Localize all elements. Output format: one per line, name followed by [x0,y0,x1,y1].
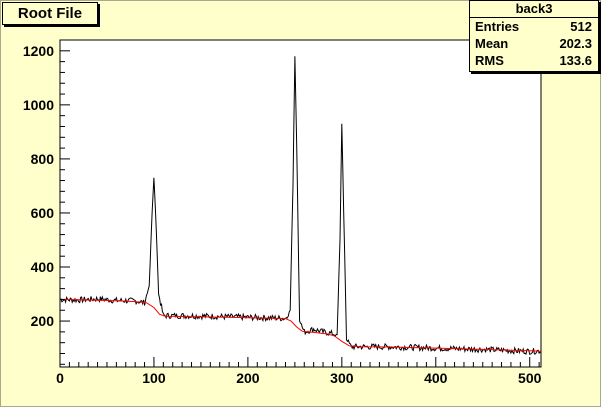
y-tick-label: 1000 [23,97,54,113]
stats-row-entries: Entries 512 [470,18,598,35]
stats-value: 512 [570,19,592,34]
stats-label: Entries [475,19,520,34]
x-tick-label: 500 [518,370,542,386]
x-tick-label: 300 [330,370,354,386]
y-axis: 200 400 600 800 1000 1200 [23,39,70,365]
background-fit-series [59,298,542,352]
stats-name: back3 [470,1,598,18]
stats-row-mean: Mean 202.3 [470,35,598,52]
y-tick-label: 800 [31,151,55,167]
x-tick-label: 100 [142,370,166,386]
canvas-title: Root File [2,2,98,25]
y-tick-label: 1200 [23,43,54,59]
stats-value: 133.6 [559,53,592,68]
x-axis: 0 100 200 300 400 500 [56,357,542,386]
y-tick-label: 200 [31,313,55,329]
x-tick-label: 0 [56,370,64,386]
stats-value: 202.3 [559,36,592,51]
x-tick-label: 400 [424,370,448,386]
plot-background [59,39,542,368]
stats-box: back3 Entries 512 Mean 202.3 RMS 133.6 [469,0,599,72]
y-tick-label: 400 [31,259,55,275]
x-tick-label: 200 [236,370,260,386]
stats-label: RMS [475,53,504,68]
y-tick-label: 600 [31,205,55,221]
stats-row-rms: RMS 133.6 [470,52,598,69]
stats-label: Mean [475,36,509,51]
